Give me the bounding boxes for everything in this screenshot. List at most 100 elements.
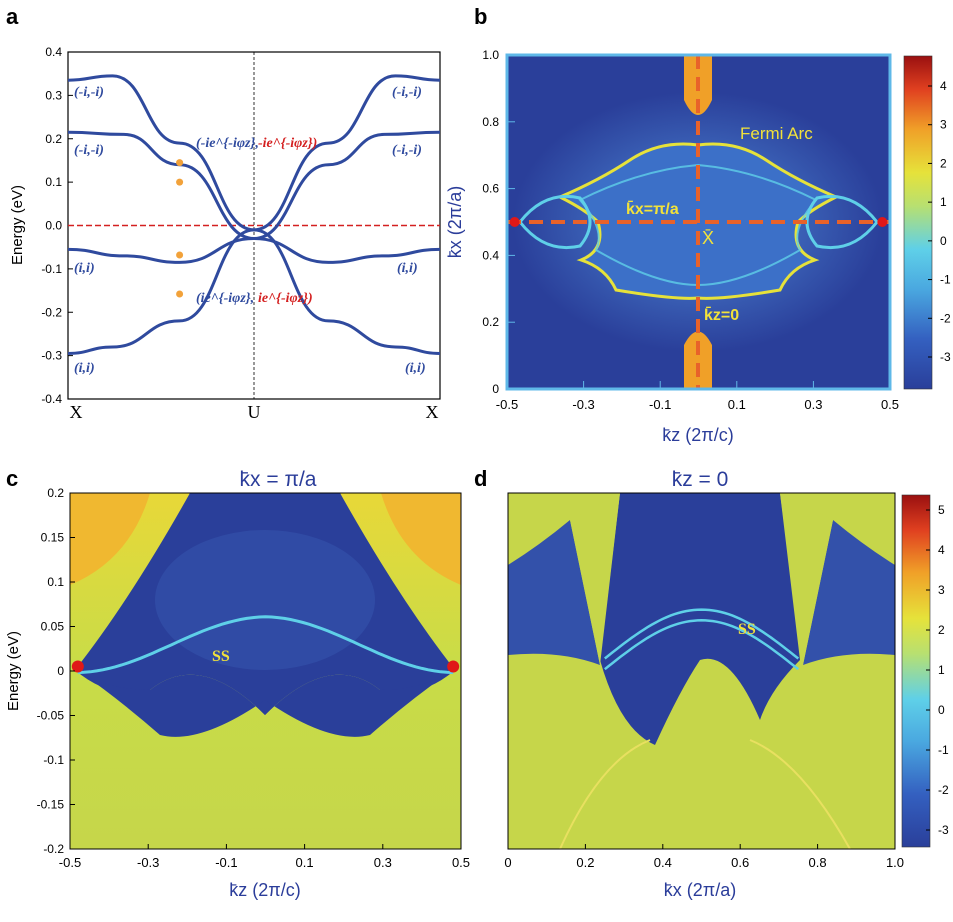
c-xticks-label: -0.3	[137, 855, 159, 870]
a-yticks-label: -0.3	[41, 349, 62, 363]
d-cbticks-label: 4	[938, 543, 945, 557]
panel-d-left-blue	[508, 520, 600, 665]
b-cbticks-label: 3	[940, 118, 947, 132]
panel-c-letter: c	[6, 466, 18, 491]
c-xticks-label: 0.5	[452, 855, 470, 870]
band-band-3	[67, 130, 441, 264]
d-cbticks-label: -1	[938, 743, 949, 757]
label-low-right: (i,i)	[397, 261, 418, 276]
c-yticks-label: 0.15	[41, 531, 65, 545]
b-cbticks-label: 4	[940, 79, 947, 93]
panel-b-frame	[505, 53, 892, 391]
b-cbticks-label: 1	[940, 195, 947, 209]
c-yticks-label: 0.05	[41, 620, 65, 634]
d-cbticks-label: 3	[938, 583, 945, 597]
panel-c-title: k̄x = π/a	[240, 468, 317, 491]
b-yticks-label: 0.8	[482, 115, 499, 129]
panel-b-inner-contour	[578, 163, 818, 287]
c-xticks-label: -0.5	[59, 855, 81, 870]
panel-b: b Fermi Arc k̄x=π/a X̄ k̄z=0 -0.5 -0.3 -0.…	[445, 4, 951, 445]
band-crossing-dot	[176, 251, 184, 259]
panel-b-xticks: -0.5 -0.3 -0.1 0.1 0.3 0.5	[496, 381, 899, 412]
b-xticks-label: 0.5	[881, 397, 899, 412]
panel-b-xlabel: k̄z (2π/c)	[662, 425, 733, 445]
weyl-point	[447, 660, 460, 673]
panel-c-surface-state	[77, 615, 454, 675]
panel-a-xtick-label: X	[426, 402, 439, 422]
a-yticks-label: 0.0	[45, 219, 62, 233]
panel-b-letter: b	[474, 4, 487, 29]
label-low-left: (i,i)	[74, 261, 95, 276]
panel-b-colorbar	[903, 55, 933, 390]
panel-c-corner-left	[70, 493, 150, 585]
label-mid-left: (-i,-i)	[74, 143, 104, 158]
panel-b-colorbar-ticks: 4 3 2 1 0 -1 -2 -3	[928, 79, 951, 364]
a-yticks-label: 0.4	[45, 45, 62, 59]
b-cbticks-label: 2	[940, 156, 947, 170]
panel-b-fermi-arc-label: Fermi Arc	[740, 124, 813, 143]
d-cbticks-label: 5	[938, 503, 945, 517]
band-band-2	[67, 74, 441, 355]
a-yticks-label: 0.1	[45, 175, 62, 189]
panel-a-letter: a	[6, 4, 19, 29]
panel-c-xticks: -0.5 -0.3 -0.1 0.1 0.3 0.5	[59, 844, 470, 870]
panel-a-xtick-label: X	[70, 402, 83, 422]
d-cbticks-label: 1	[938, 663, 945, 677]
b-xticks-label: -0.1	[649, 397, 671, 412]
panel-a-xtick-label: U	[248, 402, 261, 422]
c-yticks-label: 0.2	[47, 486, 64, 500]
label-upper-center-red: -ie^{-iφz})	[258, 136, 317, 151]
panel-a: a 0.4 0.3 0.2 0.1 0.0 -0.1 -0.2 -0.3 -0.4 Energy…	[6, 4, 441, 422]
panel-c-yticks: 0.2 0.15 0.1 0.05 0 -0.05 -0.1 -0.15 -0.2	[37, 486, 75, 856]
b-yticks-label: 0.4	[482, 248, 499, 262]
panel-d-title: k̄z = 0	[672, 468, 729, 491]
b-xticks-label: -0.3	[572, 397, 594, 412]
panel-c-gap-inner	[155, 530, 375, 670]
panel-d-ss-label: SS	[738, 621, 756, 638]
b-xticks-label: -0.5	[496, 397, 518, 412]
panel-d-colorbar-ticks: 5 4 3 2 1 0 -1 -2 -3	[926, 503, 949, 837]
d-cbticks-label: -3	[938, 823, 949, 837]
d-xticks-label: 0.4	[654, 855, 672, 870]
c-yticks-label: 0	[57, 664, 64, 678]
panel-d-surface-state-2	[604, 619, 800, 671]
label-lower-center-red: ie^{-iφz})	[258, 291, 313, 306]
panel-b-tube-bottom	[684, 331, 712, 389]
panel-d-colorbar	[901, 494, 931, 848]
c-xticks-label: -0.1	[215, 855, 237, 870]
a-yticks-label: -0.2	[41, 305, 62, 319]
label-lower-center-blue: (ie^{-iφz},	[196, 291, 254, 306]
band-band-4	[67, 130, 441, 264]
b-yticks-label: 1.0	[482, 48, 499, 62]
panel-d: d k̄z = 0 SS 0 0.2 0.4 0.6 0.8 1.0 k̄x (2π/a)…	[474, 466, 949, 900]
c-yticks-label: 0.1	[47, 575, 64, 589]
d-xticks-label: 0.2	[576, 855, 594, 870]
b-cbticks-label: 0	[940, 234, 947, 248]
b-cbticks-label: -2	[940, 311, 951, 325]
panel-d-surface-state-1	[604, 608, 800, 660]
b-xticks-label: 0.3	[804, 397, 822, 412]
panel-b-kx-label: k̄x=π/a	[626, 199, 679, 218]
a-yticks-label: 0.2	[45, 132, 62, 146]
label-bottom-left: (i,i)	[74, 361, 95, 376]
panel-d-xticks: 0 0.2 0.4 0.6 0.8 1.0	[504, 844, 904, 870]
panel-c-weyl-points	[71, 660, 460, 673]
b-yticks-label: 0.6	[482, 182, 499, 196]
label-top-right: (-i,-i)	[392, 85, 422, 100]
b-xticks-label: 0.1	[728, 397, 746, 412]
panel-d-frame	[507, 492, 896, 850]
panel-d-lower-arcs	[559, 739, 851, 849]
panel-b-kz-label: k̄z=0	[704, 305, 739, 324]
panel-d-right-triangle	[780, 493, 833, 665]
a-yticks-label: 0.3	[45, 88, 62, 102]
label-bottom-right: (i,i)	[405, 361, 426, 376]
c-yticks-label: -0.05	[37, 709, 65, 723]
d-cbticks-label: -2	[938, 783, 949, 797]
panel-a-bands	[67, 74, 441, 355]
weyl-point	[509, 217, 520, 227]
weyl-point	[877, 217, 888, 227]
panel-d-mid-dark	[600, 493, 800, 745]
panel-b-x-point-label: X̄	[702, 228, 714, 248]
